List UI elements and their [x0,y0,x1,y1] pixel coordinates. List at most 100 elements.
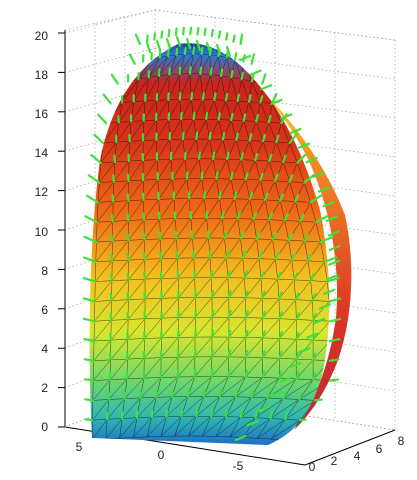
normal-vector [193,349,197,359]
normal-vector [250,73,255,83]
normal-vector [176,270,180,280]
normal-vector [190,91,194,101]
normal-vector [243,270,249,280]
normal-vector [247,94,252,103]
normal-vector [295,331,300,341]
normal-vector [175,35,182,48]
normal-vector [305,157,318,164]
normal-vector [295,371,300,380]
normal-vector [82,276,97,283]
normal-vector [303,173,315,184]
normal-vector [312,352,317,362]
normal-vector [126,252,130,262]
normal-vector [157,191,160,201]
normal-vector [263,192,269,202]
normal-vector [260,84,273,91]
normal-vector [270,98,283,105]
z-axis-ticks: 0 2 4 6 8 10 12 14 16 18 20 [35,29,49,434]
normal-vector [134,33,142,46]
normal-vector [261,370,266,379]
normal-vector [218,191,222,200]
normal-vector [227,349,232,359]
normal-vector [83,358,95,362]
normal-vector [221,210,225,220]
normal-vector [209,408,214,418]
normal-vector [297,142,311,149]
normal-vector [173,211,177,220]
normal-vector [226,151,230,161]
normal-vector [282,391,287,400]
normal-vector [180,111,183,121]
normal-vector [267,212,274,221]
normal-vector [323,256,338,263]
normal-vector [257,251,264,260]
normal-vector [261,330,266,339]
normal-vector [312,171,325,179]
normal-vector [242,113,247,122]
normal-vector [225,250,231,260]
z-tick-label: 8 [41,264,48,278]
normal-vector [181,26,185,36]
y-tick-label: 2 [331,454,338,468]
normal-vector [83,378,95,382]
normal-vector [323,288,336,295]
normal-vector [210,28,214,38]
normal-vector [142,251,146,261]
normal-vector [183,46,187,56]
normal-vector [279,376,292,383]
normal-vector [328,338,341,343]
normal-vector [328,259,341,266]
normal-vector [244,349,249,359]
normal-vector [126,193,130,202]
normal-vector [328,358,340,362]
normal-vector [211,309,215,319]
normal-vector [84,398,94,402]
normal-vector [271,232,277,241]
normal-vector [175,47,179,56]
y-tick-label: 0 [309,460,316,474]
normal-vector [269,391,282,398]
normal-vector [205,210,209,220]
normal-vector [113,154,117,164]
normal-vector [210,349,214,358]
normal-vectors [82,26,342,442]
normal-vector [278,311,284,320]
normal-vector [241,250,247,260]
z-tick-label: 0 [41,420,48,434]
normal-vector [141,192,145,202]
normal-vector [195,39,202,52]
z-tick-label: 2 [41,381,48,395]
normal-vector [317,186,331,193]
normal-vector [142,232,146,241]
normal-vector [298,418,307,422]
normal-vector [250,53,256,65]
normal-vector [236,93,240,103]
normal-vector [157,211,161,221]
normal-vector [269,411,274,420]
normal-vector [290,252,296,262]
normal-vector [158,231,162,240]
normal-vector [240,152,244,161]
grid-line [64,47,156,73]
normal-vector [199,66,203,75]
x-tick-label: 0 [158,448,165,462]
normal-vector [244,329,249,339]
normal-vector [261,350,266,359]
y-tick-label: 6 [376,442,383,456]
normal-vector [82,317,96,323]
normal-vector [234,434,247,442]
normal-vector [294,194,300,203]
normal-vector [313,317,326,325]
normal-vector [219,68,224,77]
normal-vector [110,73,119,85]
normal-vector [195,131,199,141]
normal-vector [288,174,294,183]
normal-vector [205,111,209,121]
normal-vector [109,312,113,322]
normal-vector [180,408,184,418]
normal-vector [178,66,182,75]
normal-vector [112,174,116,183]
normal-vector [319,235,334,244]
normal-vector [198,151,201,160]
